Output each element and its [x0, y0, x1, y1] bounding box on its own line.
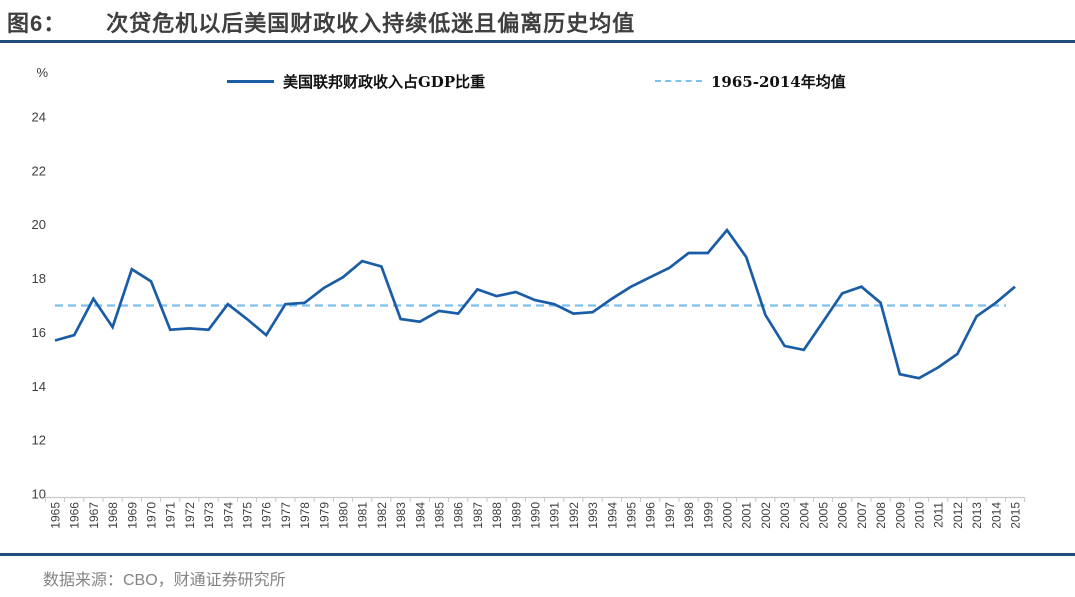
x-axis-year-label: 1982	[375, 502, 389, 529]
x-axis-year-label: 1990	[529, 502, 543, 529]
x-axis-year-label: 2005	[817, 502, 831, 529]
title-divider	[0, 40, 1075, 43]
dashed-line-swatch	[655, 80, 702, 82]
x-axis-year-label: 1981	[356, 502, 370, 529]
figure-number: 图6：	[7, 11, 67, 36]
x-axis-year-label: 2011	[932, 502, 946, 528]
x-axis-year-label: 1971	[164, 502, 178, 529]
x-axis-year-label: 1997	[663, 502, 677, 529]
figure-header: 图6： 次贷危机以后美国财政收入持续低迷且偏离历史均值	[7, 6, 635, 38]
x-axis-year-label: 1994	[605, 502, 619, 529]
data-source-note: 数据来源：CBO，财通证券研究所	[43, 572, 286, 589]
x-axis-year-label: 2006	[836, 502, 850, 529]
x-axis-year-label: 1973	[202, 502, 216, 529]
x-axis-year-label: 1992	[567, 502, 581, 529]
x-axis-year-label: 1987	[471, 502, 485, 529]
x-axis-year-label: 1969	[125, 502, 139, 529]
x-axis-year-label: 1993	[586, 502, 600, 529]
x-axis-year-label: 1999	[701, 502, 715, 529]
x-axis-year-label: 2004	[797, 502, 811, 529]
x-axis-year-label: 2003	[778, 502, 792, 529]
x-axis-year-label: 1995	[625, 502, 639, 529]
x-axis-year-label: 2012	[951, 502, 965, 529]
y-axis-unit-label: %	[36, 65, 48, 80]
x-axis-year-label: 1976	[260, 502, 274, 529]
x-axis-year-label: 1985	[433, 502, 447, 529]
y-axis-tick-label: 14	[32, 379, 46, 394]
x-axis-year-label: 1970	[145, 502, 159, 529]
x-axis-year-label: 1984	[413, 502, 427, 529]
solid-line-swatch	[227, 79, 274, 83]
figure-title: 次贷危机以后美国财政收入持续低迷且偏离历史均值	[106, 11, 636, 36]
x-axis-year-label: 1980	[337, 502, 351, 529]
x-axis-year-label: 2009	[893, 502, 907, 529]
x-axis-year-label: 2007	[855, 502, 869, 529]
x-axis-year-label: 1967	[87, 502, 101, 529]
x-axis-year-label: 1978	[298, 502, 312, 529]
x-axis-year-label: 1979	[317, 502, 331, 529]
x-axis-year-label: 2010	[913, 502, 927, 529]
legend-item-average: 1965-2014年均值	[655, 70, 846, 92]
y-axis-tick-label: 18	[32, 271, 46, 286]
y-axis-tick-label: 16	[32, 325, 46, 340]
x-axis-year-label: 1968	[106, 502, 120, 529]
x-axis-year-label: 2001	[740, 502, 754, 529]
x-axis-year-label: 1991	[548, 502, 562, 529]
x-axis-year-label: 1983	[394, 502, 408, 529]
x-axis-year-label: 2008	[874, 502, 888, 529]
legend-label-revenue: 美国联邦财政收入占GDP比重	[283, 72, 486, 91]
x-axis-year-label: 1989	[509, 502, 523, 529]
legend-label-average: 1965-2014年均值	[711, 72, 846, 91]
x-axis-year-label: 1977	[279, 502, 293, 529]
x-axis-year-label: 1986	[452, 502, 466, 529]
legend-item-revenue: 美国联邦财政收入占GDP比重	[227, 70, 485, 92]
x-axis-year-label: 1988	[490, 502, 504, 529]
x-axis-year-label: 1975	[241, 502, 255, 529]
y-axis-tick-label: 24	[32, 110, 46, 125]
x-axis-year-label: 2000	[721, 502, 735, 529]
x-axis-year-label: 1996	[644, 502, 658, 529]
chart-legend: 美国联邦财政收入占GDP比重 1965-2014年均值	[0, 70, 1075, 92]
y-axis-tick-label: 12	[32, 433, 46, 448]
x-axis-year-label: 1966	[68, 502, 82, 529]
x-axis-year-label: 2015	[1009, 502, 1023, 529]
y-axis-tick-label: 22	[32, 163, 46, 178]
y-axis-tick-label: 20	[32, 217, 46, 232]
x-axis-year-label: 2014	[989, 502, 1003, 529]
revenue-share-line	[54, 227, 1016, 380]
footer-divider	[0, 553, 1075, 556]
x-axis-year-label: 1974	[221, 502, 235, 529]
y-axis-tick-label: 10	[32, 487, 46, 502]
x-axis-year-label: 2002	[759, 502, 773, 529]
x-axis-year-label: 2013	[970, 502, 984, 529]
x-axis-year-label: 1965	[49, 502, 63, 529]
x-axis-year-label: 1972	[183, 502, 197, 529]
x-axis-year-label: 1998	[682, 502, 696, 529]
